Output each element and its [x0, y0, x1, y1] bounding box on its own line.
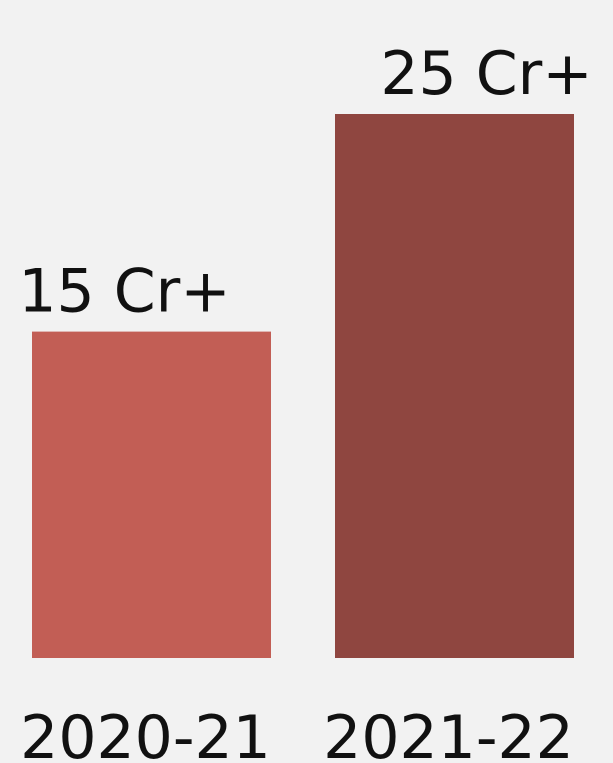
bar-2020-21 — [32, 331, 271, 658]
data-label-2020-21: 15 Cr+ — [18, 257, 230, 327]
x-tick-labels-group: 2020-21 2021-22 — [20, 703, 574, 763]
x-tick-label-2020-21: 2020-21 — [20, 703, 271, 763]
data-labels-group: 15 Cr+ 25 Cr+ — [18, 39, 592, 327]
bar-2021-22 — [335, 114, 574, 658]
x-tick-label-2021-22: 2021-22 — [323, 703, 574, 763]
data-label-2021-22: 25 Cr+ — [380, 39, 592, 109]
bars-group — [32, 114, 574, 658]
